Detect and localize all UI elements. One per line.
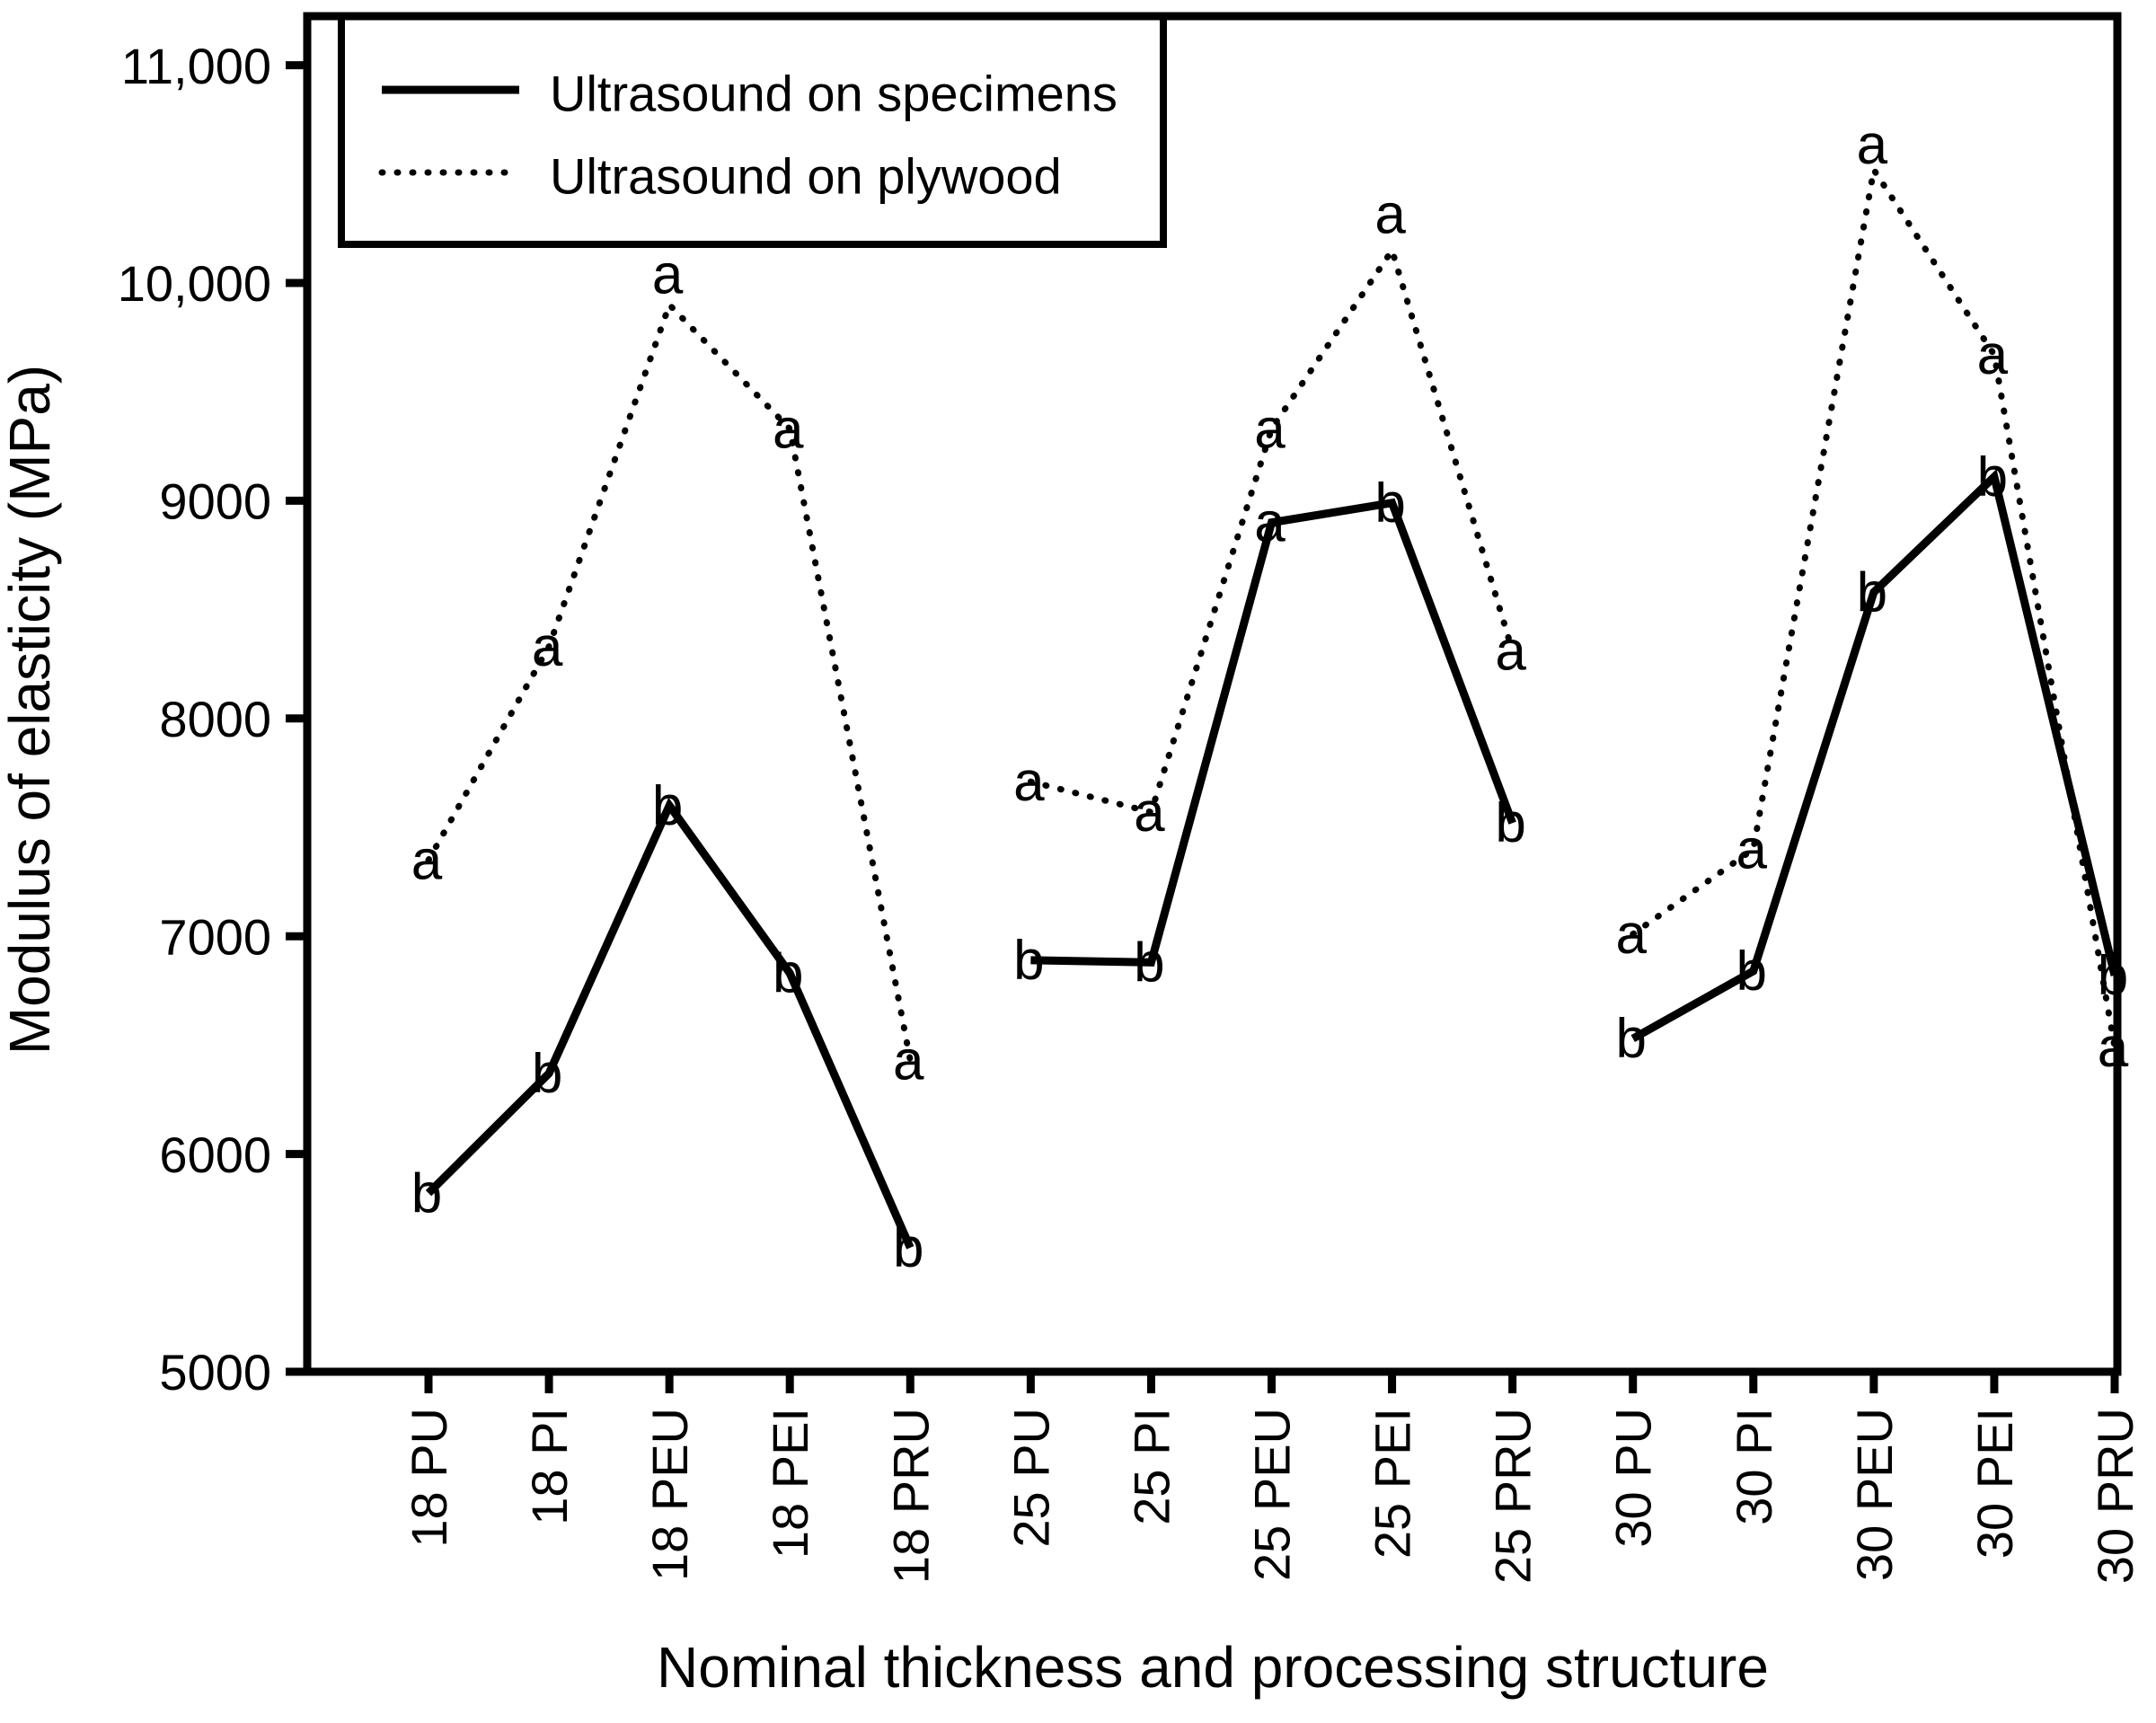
point-label-solid: b [411,1162,442,1224]
x-axis-tick-label: 30 PU [1605,1408,1662,1548]
point-label-solid: b [2098,945,2128,1007]
x-axis-tick-label: 18 PEI [762,1408,818,1559]
point-label-solid: b [1857,561,1887,623]
point-label-dotted: a [411,829,443,891]
y-axis-tick-label: 9000 [159,473,271,530]
series-line-solid [425,797,915,1250]
x-axis-tick-label: 30 PEU [1846,1408,1903,1581]
point-label-dotted: a [1254,398,1286,460]
point-label-solid: b [1495,792,1525,854]
plot-content: 5000 6000 7000 8000 9000 10,000 11,000 18 PU 18 … [118,38,2143,1584]
point-label-dotted: a [1495,621,1526,683]
point-label-dotted: a [652,243,684,305]
point-label-dotted: a [1134,782,1165,844]
series-line-solid [1030,498,1516,967]
y-axis-tick-label: 11,000 [121,38,271,94]
point-label-dotted: a [532,616,563,678]
point-label-dotted: a [1977,324,2009,386]
legend-box [338,13,1167,248]
x-axis-tick-label: 25 PEI [1365,1408,1421,1559]
point-label-solid: a [1254,492,1286,554]
series-line-dotted [425,298,914,1064]
point-label-solid: b [1013,930,1044,992]
x-axis-tick-label: 18 PI [521,1408,578,1525]
y-axis-tick-label: 10,000 [118,255,271,312]
plot-frame [303,12,2122,1376]
point-label-dotted: a [1736,818,1768,880]
point-label-solid: b [773,942,803,1004]
x-axis-tick-label: 30 PI [1726,1408,1782,1525]
point-label-dotted: a [2098,1017,2129,1079]
x-axis-tick-label: 18 PU [401,1408,457,1548]
point-label-solid: b [652,775,683,837]
y-axis-tick-label: 6000 [159,1127,271,1183]
x-axis-tick-label: 25 PU [1003,1408,1059,1548]
x-axis-tick-label: 30 PRU [2087,1408,2143,1584]
x-axis-tick-label: 30 PEI [1966,1408,2023,1559]
y-axis-title: Modulus of elasticity (MPa) [0,365,62,1055]
point-label-dotted: a [773,398,804,460]
x-axis-tick-label: 18 PEU [641,1408,698,1581]
point-label-dotted: a [1374,184,1406,246]
point-label-solid: b [893,1217,923,1279]
point-label-solid: b [1374,473,1405,535]
x-axis-tick-label: 25 PEU [1244,1408,1301,1581]
legend: Ultrasound on specimens Ultrasound on pl… [338,13,1167,248]
series-line-solid [1630,469,2119,1043]
point-label-solid: b [1615,1008,1646,1070]
y-axis-tick-label: 8000 [159,691,271,747]
point-label-dotted: a [1857,114,1888,176]
point-label-dotted: a [893,1029,924,1091]
point-label-dotted: a [1615,904,1647,966]
x-axis-tick-label: 25 PI [1123,1408,1180,1525]
y-axis-tick-label: 7000 [159,908,271,965]
point-label-solid: b [1736,941,1767,1003]
point-label-solid: b [1977,446,2008,508]
legend-label-plywood: Ultrasound on plywood [550,148,1062,205]
point-label-solid: b [532,1043,562,1105]
point-label-dotted: a [1013,751,1045,813]
series-line-dotted [1630,161,2118,1051]
point-label-solid: b [1134,932,1164,994]
x-axis-tick-label: 18 PRU [882,1408,939,1584]
x-axis-title: Nominal thickness and processing structu… [657,1635,1769,1700]
legend-label-specimens: Ultrasound on specimens [550,66,1118,122]
y-axis-tick-label: 5000 [159,1344,271,1400]
x-axis-tick-label: 25 PRU [1485,1408,1542,1584]
